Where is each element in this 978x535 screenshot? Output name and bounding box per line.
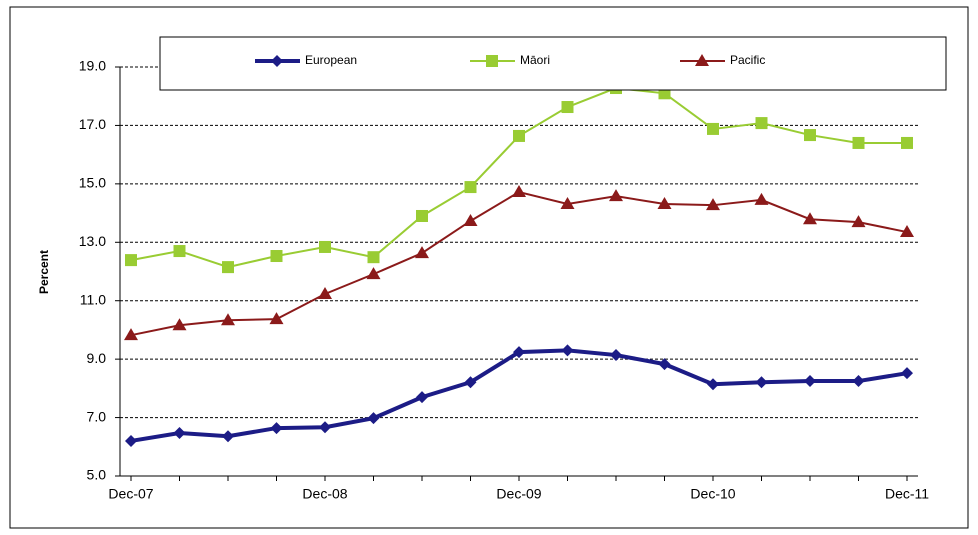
point (707, 122, 719, 135)
point (754, 192, 769, 205)
point (851, 215, 866, 228)
point (852, 136, 865, 149)
point (464, 181, 477, 194)
y-axis-label: Percent (37, 250, 51, 294)
x-tick-label: Dec-11 (885, 486, 929, 502)
x-tick-label: Dec-10 (690, 486, 735, 502)
point (658, 358, 671, 371)
point (695, 54, 709, 66)
point (416, 209, 428, 222)
point (463, 213, 478, 226)
point (319, 421, 331, 434)
point (657, 197, 672, 210)
point (270, 250, 283, 263)
point (221, 313, 235, 326)
point (366, 267, 381, 280)
point (486, 55, 498, 67)
point (901, 136, 913, 149)
point (222, 430, 234, 443)
legend-label: European (305, 53, 357, 67)
y-tick-label: 13.0 (79, 233, 106, 249)
point (173, 427, 186, 440)
legend (159, 36, 947, 91)
point (173, 245, 186, 258)
point (513, 346, 525, 359)
point (706, 198, 720, 211)
y-tick-label: 15.0 (79, 175, 106, 191)
point (804, 375, 816, 388)
point (172, 318, 187, 331)
point (609, 189, 623, 202)
point (755, 376, 768, 389)
point (270, 422, 283, 435)
point (561, 344, 574, 357)
point (803, 212, 817, 225)
y-tick-label: 7.0 (87, 408, 107, 424)
point (367, 412, 380, 425)
x-tick-label: Dec-08 (302, 486, 347, 502)
point (416, 391, 428, 404)
y-tick-label: 17.0 (79, 116, 106, 132)
point (125, 434, 137, 447)
point (707, 378, 719, 391)
point (755, 117, 768, 130)
point (367, 251, 380, 264)
y-tick-label: 11.0 (80, 291, 106, 307)
y-tick-label: 19.0 (79, 58, 106, 74)
point (561, 101, 574, 114)
point (804, 129, 816, 142)
point (901, 367, 913, 380)
x-tick-label: Dec-09 (496, 486, 541, 502)
point (269, 312, 284, 325)
point (560, 197, 575, 210)
point (318, 286, 332, 299)
y-tick-label: 9.0 (87, 350, 107, 366)
point (513, 129, 525, 142)
point (319, 240, 331, 253)
point (124, 328, 138, 341)
point (900, 225, 914, 238)
point (125, 254, 137, 267)
y-tick-label: 5.0 (87, 467, 107, 483)
chart-frame (9, 6, 969, 529)
x-tick-label: Dec-07 (108, 486, 153, 502)
point (610, 349, 622, 362)
point (512, 185, 526, 198)
point (464, 376, 477, 389)
point (222, 261, 234, 274)
point (415, 246, 429, 259)
legend-label: Māori (520, 53, 550, 67)
legend-label: Pacific (730, 53, 765, 67)
point (852, 375, 865, 388)
point (271, 55, 283, 67)
